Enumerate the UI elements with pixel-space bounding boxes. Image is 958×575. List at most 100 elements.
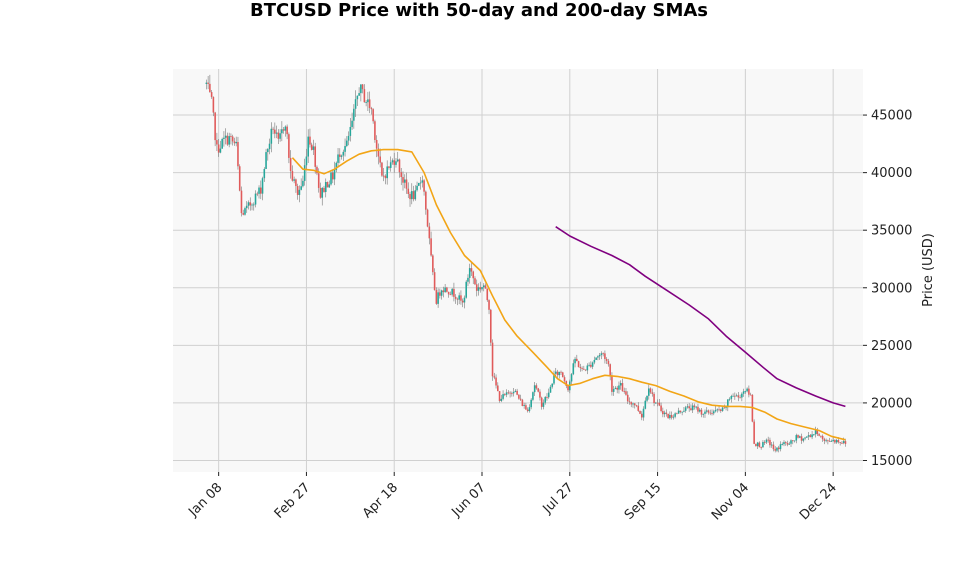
candle-up <box>416 185 418 191</box>
candle-down <box>670 414 673 418</box>
candle-up <box>482 285 485 288</box>
candle-up <box>252 204 255 206</box>
candle-up <box>677 410 680 414</box>
candle-up <box>554 371 557 374</box>
candle-down <box>583 368 585 370</box>
candle-up <box>725 407 727 409</box>
candle-up <box>356 95 359 100</box>
candle-up <box>553 373 555 384</box>
candle-down <box>827 440 829 442</box>
candle-down <box>497 385 499 392</box>
candle-down <box>486 288 489 301</box>
candle-down <box>758 442 761 448</box>
x-tick-label: Jan 08 <box>185 480 225 520</box>
candle-down <box>361 84 364 90</box>
candle-up <box>814 430 817 435</box>
candle-down <box>405 179 408 189</box>
candle-down <box>317 173 320 188</box>
candle-down <box>323 187 325 192</box>
candle-down <box>456 298 459 300</box>
candle-down <box>711 412 713 414</box>
candle-up <box>830 440 833 442</box>
candle-up <box>835 440 838 443</box>
candle-down <box>755 443 757 447</box>
candle-down <box>309 136 311 145</box>
candle-down <box>493 376 496 378</box>
candle-down <box>584 369 587 371</box>
candle-down <box>828 440 831 442</box>
candle-up <box>832 439 834 441</box>
candle-down <box>739 397 741 399</box>
candle-down <box>507 392 510 394</box>
candle-down <box>407 188 410 194</box>
candle-up <box>544 397 547 403</box>
candle-down <box>368 99 371 109</box>
candle-up <box>349 126 352 136</box>
candle-down <box>472 271 475 279</box>
candle-up <box>307 136 309 157</box>
candle-down <box>546 397 548 398</box>
candle-up <box>281 129 283 134</box>
candle-up <box>597 356 599 358</box>
candle-down <box>665 412 668 414</box>
candle-down <box>637 405 640 411</box>
candle-up <box>254 193 257 205</box>
candle-down <box>498 391 501 401</box>
candle-down <box>753 421 755 444</box>
candle-up <box>303 165 306 181</box>
y-tick-label: 25000 <box>871 339 912 354</box>
candle-down <box>240 190 243 214</box>
y-tick-label: 35000 <box>871 224 912 239</box>
candle-down <box>256 193 259 195</box>
candle-down <box>231 136 234 142</box>
candle-down <box>639 410 641 414</box>
candle-up <box>802 438 805 441</box>
candle-up <box>598 354 601 357</box>
candle-down <box>388 166 390 168</box>
candle-up <box>547 392 550 398</box>
candle-up <box>600 353 603 355</box>
candle-up <box>321 187 324 198</box>
candle-down <box>535 385 538 389</box>
candle-down <box>662 410 664 415</box>
candle-up <box>223 137 225 139</box>
candle-up <box>330 172 332 185</box>
candle-down <box>237 142 239 167</box>
candle-up <box>644 400 647 409</box>
candle-up <box>421 180 424 183</box>
candle-down <box>734 395 736 397</box>
y-tick-label: 40000 <box>871 166 912 181</box>
candle-up <box>655 402 657 404</box>
candle-up <box>716 409 719 411</box>
candle-up <box>418 183 420 186</box>
candle-up <box>293 179 295 181</box>
candle-down <box>288 134 290 158</box>
candle-up <box>825 440 827 442</box>
candle-up <box>395 161 397 165</box>
candle-up <box>270 128 273 144</box>
candle-down <box>470 268 473 272</box>
candle-down <box>679 410 682 413</box>
candle-up <box>298 189 301 195</box>
candle-down <box>381 162 383 176</box>
y-tick-label: 45000 <box>871 109 912 124</box>
candle-down <box>581 368 583 369</box>
candle-down <box>656 402 659 404</box>
candle-up <box>346 140 348 147</box>
candle-down <box>561 372 564 378</box>
candle-down <box>658 402 661 406</box>
candle-down <box>630 402 633 405</box>
candle-down <box>526 409 529 412</box>
candle-up <box>790 440 792 444</box>
candle-down <box>667 413 669 419</box>
candle-up <box>530 399 532 408</box>
candle-down <box>210 92 213 97</box>
candle-down <box>821 435 824 440</box>
candle-up <box>353 108 355 121</box>
candle-down <box>435 290 438 304</box>
candle-up <box>458 295 460 300</box>
candle-up <box>572 363 575 375</box>
candle-up <box>389 162 392 168</box>
candle-up <box>342 151 345 156</box>
candle-down <box>565 381 568 386</box>
